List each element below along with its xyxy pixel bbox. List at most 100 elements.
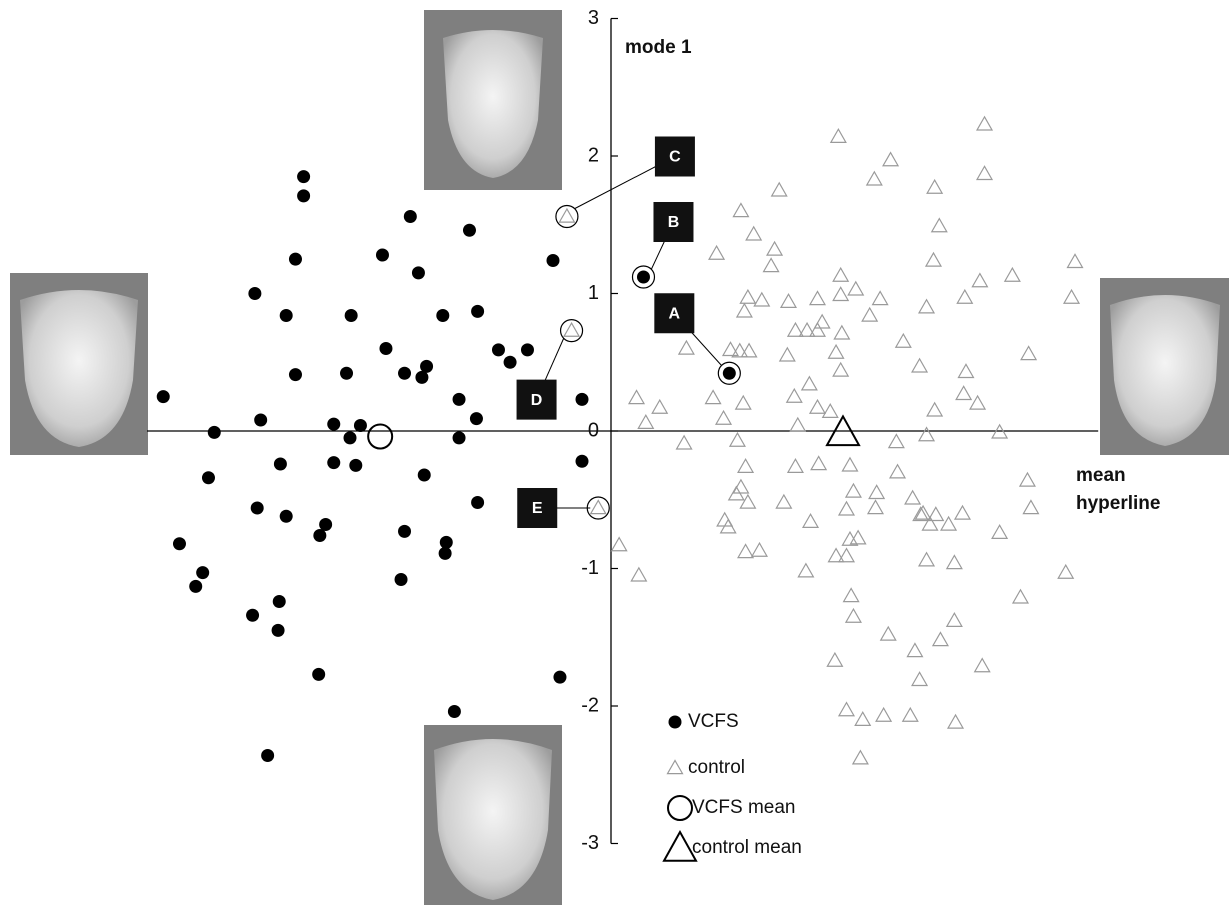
control-point [853, 751, 868, 764]
control-point [970, 396, 985, 409]
vcfs-point [504, 356, 517, 369]
control-point [833, 268, 848, 281]
y-tick-label: 2 [588, 144, 599, 166]
control-point [709, 246, 724, 259]
vcfs-point [202, 471, 215, 484]
control-point [919, 428, 934, 441]
control-point [810, 292, 825, 305]
control-point [912, 359, 927, 372]
control-point [591, 501, 606, 514]
control-point [1013, 590, 1028, 603]
control-point [926, 253, 941, 266]
vcfs-point [553, 671, 566, 684]
control-point [839, 703, 854, 716]
legend-marker [668, 796, 692, 820]
control-point [862, 308, 877, 321]
annotation-label: B [668, 214, 680, 231]
vcfs-point [576, 393, 589, 406]
control-point [823, 404, 838, 417]
vcfs-point [637, 271, 650, 284]
vcfs-point [289, 253, 302, 266]
vcfs-point [173, 537, 186, 550]
control-point [883, 153, 898, 166]
control-point [848, 282, 863, 295]
control-point [844, 589, 859, 602]
control-point [815, 315, 830, 328]
vcfs-point [395, 573, 408, 586]
vcfs-point [345, 309, 358, 322]
vcfs-point [436, 309, 449, 322]
vcfs-point [280, 309, 293, 322]
vcfs-point [289, 368, 302, 381]
control-point [1005, 268, 1020, 281]
control-point [829, 549, 844, 562]
control-point [941, 517, 956, 530]
figure: -3-2-10123mode 1ABCDEVCFScontrolVCFS mea… [0, 0, 1229, 905]
y-tick-label: 3 [588, 7, 599, 29]
control-point [629, 391, 644, 404]
control-point [716, 411, 731, 424]
vcfs-point [274, 458, 287, 471]
control-point [798, 564, 813, 577]
control-point [839, 502, 854, 515]
vcfs-point [208, 426, 221, 439]
control-point [905, 491, 920, 504]
control-point [834, 326, 849, 339]
vcfs-point [463, 224, 476, 237]
control-point [746, 227, 761, 240]
control-point [737, 304, 752, 317]
control-point [933, 633, 948, 646]
control-point [811, 457, 826, 470]
y-tick-label: 0 [588, 419, 599, 441]
vcfs-point [547, 254, 560, 267]
y-axis-label: mode 1 [625, 37, 692, 58]
vcfs-point [723, 367, 736, 380]
control-point [706, 391, 721, 404]
control-point [733, 480, 748, 493]
control-point [738, 459, 753, 472]
control-point [652, 400, 667, 413]
control-point [767, 242, 782, 255]
control-point [975, 659, 990, 672]
vcfs-point [492, 343, 505, 356]
control-point [833, 287, 848, 300]
control-point [752, 543, 767, 556]
face-image-bottom [424, 725, 562, 905]
control-point [927, 403, 942, 416]
control-point [810, 400, 825, 413]
legend-label: control mean [692, 837, 802, 858]
vcfs-point [439, 547, 452, 560]
vcfs-point [246, 609, 259, 622]
control-point [868, 501, 883, 514]
control-point [1064, 290, 1079, 303]
vcfs-point [272, 624, 285, 637]
vcfs-point [354, 419, 367, 432]
control-point [736, 396, 751, 409]
legend-label: control [688, 757, 745, 778]
control-point [846, 609, 861, 622]
vcfs-point [344, 431, 357, 444]
face-image-right [1100, 278, 1229, 455]
legend-marker [669, 716, 682, 729]
vcfs-point [251, 502, 264, 515]
control-point [612, 538, 627, 551]
vcfs-point [157, 390, 170, 403]
control-point [723, 342, 738, 355]
control-point [919, 300, 934, 313]
control-point [631, 568, 646, 581]
control-point [873, 292, 888, 305]
control-point [896, 334, 911, 347]
control-point [855, 712, 870, 725]
vcfs-point [470, 412, 483, 425]
control-point [803, 514, 818, 527]
control-point [919, 553, 934, 566]
vcfs-point [312, 668, 325, 681]
vcfs-point [471, 496, 484, 509]
face-image-left [10, 273, 148, 455]
vcfs-point [576, 455, 589, 468]
control-point [842, 458, 857, 471]
annotation-label: E [532, 500, 543, 517]
control-point [754, 293, 769, 306]
control-point [907, 644, 922, 657]
vcfs-point [327, 418, 340, 431]
